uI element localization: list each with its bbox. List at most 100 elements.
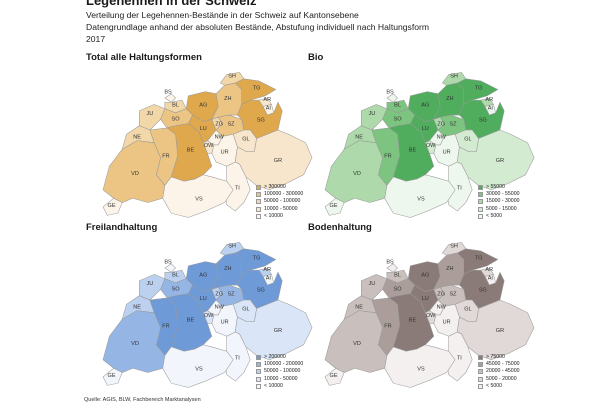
source-note: Quelle: AGIS, BLW, Fachbereich Marktanal… — [84, 397, 201, 403]
canton-vs — [162, 344, 234, 388]
canton-ju — [139, 274, 166, 301]
canton-label-ti: TI — [235, 186, 240, 192]
canton-label-vs: VS — [195, 366, 203, 372]
canton-label-gr: GR — [274, 158, 282, 164]
legend-bio: > 55000 30000 - 55000 15000 - 30000 5000 - … — [478, 184, 519, 220]
canton-label-zh: ZH — [224, 266, 231, 272]
legend-swatch — [478, 362, 483, 368]
canton-label-so: SO — [394, 116, 403, 122]
canton-vd — [102, 310, 166, 373]
canton-label-nw: NW — [437, 305, 447, 311]
canton-ge — [102, 367, 123, 386]
canton-label-ai: AI — [266, 276, 272, 282]
canton-label-nw: NW — [215, 305, 225, 311]
canton-vs — [384, 344, 456, 388]
canton-label-ag: AG — [199, 103, 207, 109]
canton-label-ne: NE — [133, 135, 141, 141]
legend-swatch — [478, 355, 483, 361]
canton-label-ag: AG — [421, 103, 429, 109]
canton-label-ge: GE — [108, 373, 116, 379]
legend-label: 20000 - 45000 — [486, 368, 520, 375]
legend-label: > 55000 — [486, 184, 505, 190]
canton-label-gl: GL — [242, 137, 249, 143]
canton-label-ju: JU — [369, 281, 376, 287]
subtitle-year: 2017 — [86, 34, 106, 44]
map-panel-total: Total alle Haltungsformen SH BS BL TG JU AG ZH A… — [86, 52, 386, 222]
canton-label-sh: SH — [228, 244, 236, 250]
legend-item: < 5000 — [478, 383, 519, 390]
canton-label-ai: AI — [488, 106, 494, 112]
legend-swatch — [478, 376, 483, 382]
legend-label: 30000 - 55000 — [486, 191, 520, 198]
canton-label-ai: AI — [488, 276, 494, 282]
canton-label-ag: AG — [199, 273, 207, 279]
canton-label-fr: FR — [384, 154, 391, 160]
canton-label-ur: UR — [221, 319, 229, 325]
canton-label-ne: NE — [133, 305, 141, 311]
canton-label-bs: BS — [386, 90, 394, 96]
page-title: Legehennen in der Schweiz — [86, 0, 257, 8]
canton-ge — [324, 367, 345, 386]
canton-label-fr: FR — [162, 324, 169, 330]
legend-item: 5000 - 20000 — [478, 376, 519, 383]
legend-item: 50000 - 100000 — [256, 198, 303, 205]
canton-label-be: BE — [187, 147, 195, 153]
map-panel-boden: Bodenhaltung SH BS BL TG JU AG ZH AR AI SO SG NE LU ZG… — [308, 222, 606, 392]
canton-label-gl: GL — [464, 137, 471, 143]
canton-label-ti: TI — [457, 186, 462, 192]
canton-label-bs: BS — [386, 260, 394, 266]
legend-label: < 5000 — [486, 382, 503, 389]
canton-label-nw: NW — [215, 135, 225, 141]
canton-label-nw: NW — [437, 135, 447, 141]
canton-label-zg: ZG — [215, 292, 223, 298]
canton-label-fr: FR — [162, 154, 169, 160]
canton-label-gr: GR — [496, 158, 504, 164]
legend-item: > 55000 — [478, 184, 519, 191]
legend-item: > 300000 — [256, 184, 303, 191]
canton-label-gl: GL — [242, 307, 249, 313]
canton-label-ju: JU — [147, 281, 154, 287]
canton-label-ow: OW — [426, 143, 436, 149]
legend-swatch — [478, 369, 483, 375]
canton-label-be: BE — [409, 317, 417, 323]
canton-label-zh: ZH — [446, 96, 453, 102]
legend-item: < 10000 — [256, 383, 303, 390]
canton-label-zg: ZG — [215, 122, 223, 128]
canton-label-ar: AR — [263, 267, 271, 273]
canton-label-lu: LU — [200, 296, 207, 302]
canton-ge — [324, 197, 345, 216]
canton-label-ow: OW — [426, 313, 436, 319]
canton-label-gr: GR — [496, 328, 504, 334]
legend-label: < 10000 — [264, 212, 283, 219]
canton-label-gl: GL — [464, 307, 471, 313]
canton-label-ge: GE — [108, 203, 116, 209]
legend-label: 15000 - 30000 — [486, 198, 520, 205]
canton-label-lu: LU — [422, 296, 429, 302]
legend-swatch — [256, 383, 261, 389]
map-panel-bio: Bio SH BS BL TG JU AG ZH AR AI SO SG NE LU ZG SZ GL BE OW N… — [308, 52, 606, 222]
canton-ge — [102, 197, 123, 216]
map-title-total: Total alle Haltungsformen — [86, 52, 202, 63]
legend-item: 30000 - 55000 — [478, 191, 519, 198]
legend-label: > 300000 — [264, 184, 286, 190]
canton-label-bl: BL — [394, 273, 401, 279]
legend-swatch — [256, 369, 261, 375]
canton-label-bl: BL — [172, 103, 179, 109]
canton-label-tg: TG — [253, 85, 261, 91]
legend-swatch — [478, 383, 483, 389]
canton-label-vd: VD — [353, 171, 361, 177]
canton-label-so: SO — [172, 116, 181, 122]
legend-swatch — [256, 185, 261, 191]
canton-label-sg: SG — [257, 117, 265, 123]
legend-swatch — [478, 206, 483, 212]
legend-freiland: > 200000 100000 - 200000 50000 - 100000 100… — [256, 354, 303, 390]
map-panel-freiland: Freilandhaltung SH BS BL TG JU AG ZH AR AI SO SG NE L… — [86, 222, 386, 392]
canton-label-ju: JU — [369, 111, 376, 117]
legend-item: 15000 - 30000 — [478, 198, 519, 205]
legend-label: > 75000 — [486, 354, 505, 360]
canton-label-zg: ZG — [437, 122, 445, 128]
legend-swatch — [478, 199, 483, 205]
canton-label-sg: SG — [257, 287, 265, 293]
canton-label-sz: SZ — [227, 122, 235, 128]
